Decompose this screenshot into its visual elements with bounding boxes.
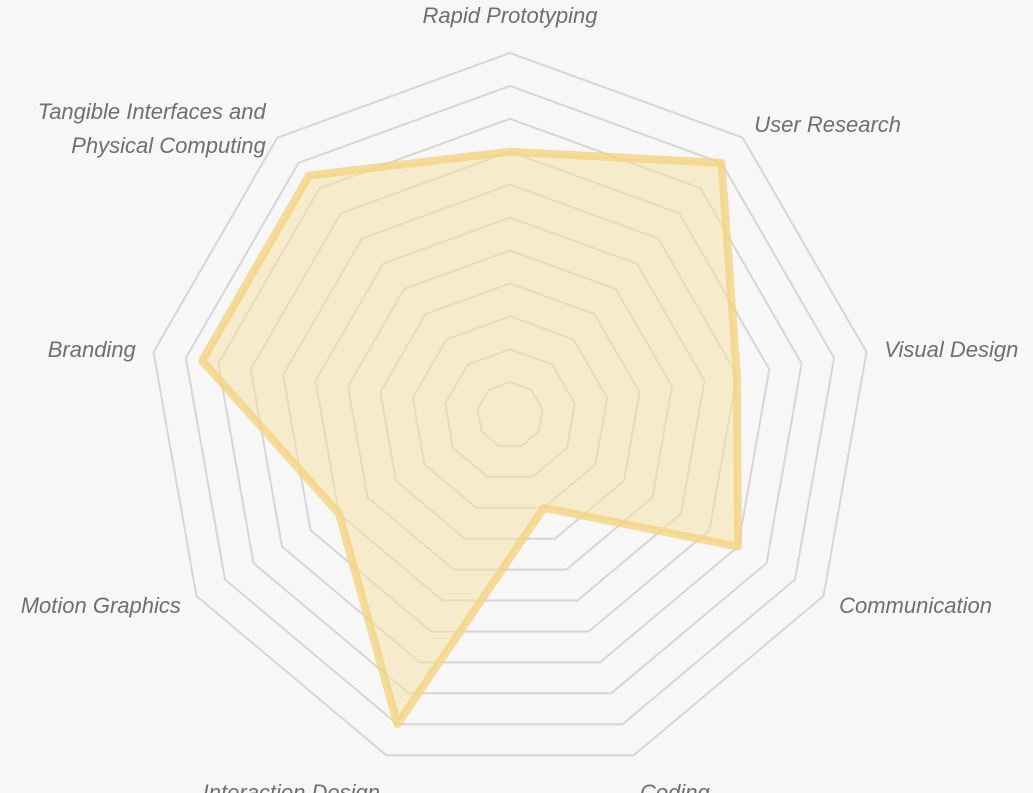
axis-label-4: Coding — [640, 780, 710, 793]
grid-ring-10 — [184, 84, 836, 726]
axis-label-7: Branding — [48, 337, 137, 362]
series-layer — [198, 147, 742, 729]
grid-ring-11 — [152, 51, 868, 757]
axis-label-8: Tangible Interfaces and Physical Computin… — [38, 99, 267, 158]
axis-label-6: Motion Graphics — [21, 593, 181, 618]
axis-labels: Rapid Prototyping User Research Visual Des… — [21, 3, 1019, 793]
axis-label-5: Interaction Design — [203, 780, 380, 793]
axis-label-0: Rapid Prototyping — [423, 3, 599, 28]
axis-label-3: Communication — [839, 593, 992, 618]
axis-label-2: Visual Design — [884, 337, 1018, 362]
series-area-0 — [198, 147, 742, 729]
axis-label-1: User Research — [754, 112, 901, 137]
